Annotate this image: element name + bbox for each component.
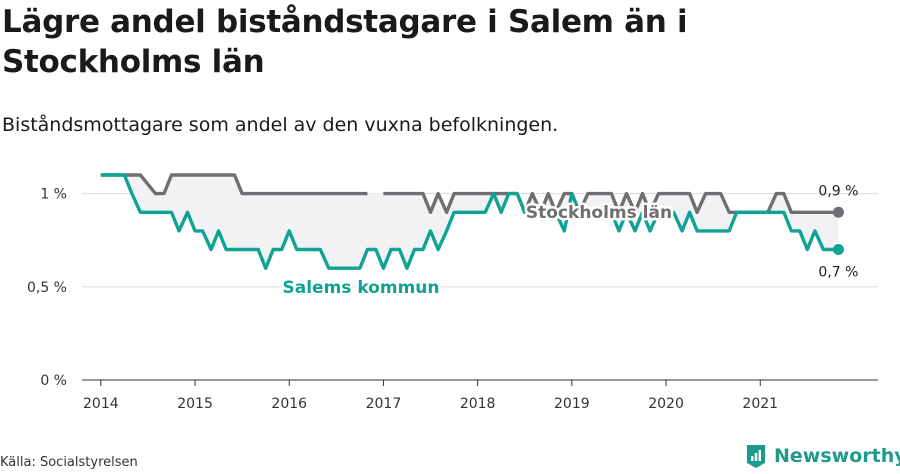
x-tick-label: 2014: [83, 396, 119, 412]
series-line-salems-kommun: [100, 173, 839, 270]
brand-name: Newsworthy: [774, 445, 900, 467]
end-label-stockholms-lan: 0,9 %: [818, 183, 858, 199]
x-tick-label: 2018: [460, 396, 496, 412]
source-note: Källa: Socialstyrelsen: [0, 455, 138, 470]
x-tick-label: 2017: [366, 396, 402, 412]
x-tick-label: 2015: [177, 396, 213, 412]
end-label-salems-kommun: 0,7 %: [818, 265, 858, 281]
y-tick-label: 0,5 %: [27, 280, 67, 296]
x-tick-label: 2019: [554, 396, 590, 412]
brand-logo: Newsworthy: [745, 441, 900, 471]
y-tick-label: 0 %: [40, 373, 67, 389]
difference-band: [100, 175, 839, 269]
newsworthy-logo-icon: [747, 445, 765, 468]
x-tick-label: 2021: [742, 396, 778, 412]
series-label-stockholms-lan: Stockholms län: [526, 203, 672, 223]
series-label-salems-kommun: Salems kommun: [283, 278, 440, 298]
end-point-salems-kommun: [832, 244, 844, 256]
chart-title: Lägre andel biståndstagare i Salem än i …: [2, 4, 688, 80]
x-tick-label: 2016: [271, 396, 307, 412]
y-tick-label: 1 %: [40, 187, 67, 203]
x-tick-label: 2020: [648, 396, 684, 412]
end-point-stockholms-lan: [832, 206, 844, 218]
chart-subtitle: Biståndsmottagare som andel av den vuxna…: [2, 114, 559, 136]
